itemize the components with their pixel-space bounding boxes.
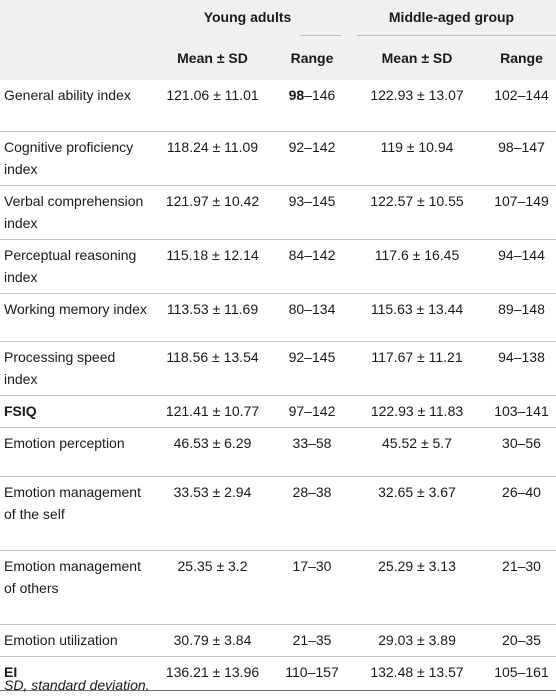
table-row: FSIQ 121.41 ± 10.77 97–142 122.93 ± 11.8… bbox=[0, 394, 556, 427]
mean-middle: 25.29 ± 3.13 bbox=[347, 549, 487, 624]
range-young: 28–38 bbox=[277, 475, 347, 550]
mean-middle: 117.67 ± 11.21 bbox=[347, 340, 487, 395]
table-row: Processing speed index 118.56 ± 13.54 92… bbox=[0, 340, 556, 395]
range-middle: 103–141 bbox=[487, 394, 556, 427]
range-middle: 20–35 bbox=[487, 623, 556, 656]
range-middle: 30–56 bbox=[487, 426, 556, 476]
table-row: Emotion utilization 30.79 ± 3.84 21–35 2… bbox=[0, 623, 556, 656]
col-header-range-young: Range bbox=[290, 50, 334, 66]
header-blank-2 bbox=[0, 36, 148, 80]
row-label: Emotion utilization bbox=[0, 623, 148, 656]
group-header-row: Young adults Middle-aged group bbox=[0, 0, 556, 36]
range-middle: 107–149 bbox=[487, 184, 556, 239]
col-header-range-middle: Range bbox=[500, 50, 543, 66]
range-young: 33–58 bbox=[277, 426, 347, 476]
table-footnote: SD, standard deviation. bbox=[4, 677, 150, 693]
table-row: Emotion management of the self 33.53 ± 2… bbox=[0, 475, 556, 550]
mean-young: 118.56 ± 13.54 bbox=[148, 340, 277, 395]
mean-middle: 122.93 ± 13.07 bbox=[370, 87, 464, 103]
group-header-young: Young adults bbox=[148, 0, 347, 36]
mean-young: 115.18 ± 12.14 bbox=[148, 238, 277, 293]
table-row: Emotion management of others 25.35 ± 3.2… bbox=[0, 549, 556, 624]
table-row: EI 136.21 ± 13.96 110–157 132.48 ± 13.57… bbox=[0, 655, 556, 691]
mean-middle: 117.6 ± 16.45 bbox=[347, 238, 487, 293]
row-label: Perceptual reasoning index bbox=[0, 238, 148, 293]
range-young: 93–145 bbox=[277, 184, 347, 239]
mean-middle: 119 ± 10.94 bbox=[347, 130, 487, 185]
range-middle: 105–161 bbox=[487, 655, 556, 691]
table-row: Working memory index 113.53 ± 11.69 80–1… bbox=[0, 292, 556, 341]
row-label: Verbal comprehension index bbox=[0, 184, 148, 239]
range-young: 92–142 bbox=[277, 130, 347, 185]
mean-middle: 29.03 ± 3.89 bbox=[347, 623, 487, 656]
mean-young: 121.41 ± 10.77 bbox=[148, 394, 277, 427]
range-middle: 98–147 bbox=[487, 130, 556, 185]
range-young: 84–142 bbox=[277, 238, 347, 293]
mean-young: 113.53 ± 11.69 bbox=[148, 292, 277, 341]
mean-young: 121.06 ± 11.01 bbox=[166, 87, 259, 103]
mean-middle: 45.52 ± 5.7 bbox=[347, 426, 487, 476]
col-header-mean-young: Mean ± SD bbox=[177, 50, 248, 66]
table-row: General ability index 121.06 ± 11.01 98–… bbox=[0, 80, 556, 131]
range-young: 80–134 bbox=[277, 292, 347, 341]
range-young: 92–145 bbox=[277, 340, 347, 395]
range-young: 110–157 bbox=[277, 655, 347, 691]
sub-header-row: Mean ± SD Range Mean ± SD Range bbox=[0, 36, 556, 80]
row-label: Emotion management of others bbox=[0, 549, 148, 624]
range-young-rest: –146 bbox=[304, 87, 336, 103]
range-middle: 89–148 bbox=[487, 292, 556, 341]
row-label: FSIQ bbox=[0, 394, 148, 427]
mean-young: 46.53 ± 6.29 bbox=[148, 426, 277, 476]
range-young-bold: 98 bbox=[288, 87, 305, 103]
header-blank bbox=[0, 0, 148, 36]
mean-young: 33.53 ± 2.94 bbox=[148, 475, 277, 550]
mean-middle: 122.57 ± 10.55 bbox=[347, 184, 487, 239]
range-young: 21–35 bbox=[277, 623, 347, 656]
mean-young: 118.24 ± 11.09 bbox=[148, 130, 277, 185]
row-label: Cognitive proficiency index bbox=[0, 130, 148, 185]
mean-middle: 115.63 ± 13.44 bbox=[347, 292, 487, 341]
range-young: 97–142 bbox=[277, 394, 347, 427]
row-label: Emotion management of the self bbox=[0, 475, 148, 550]
range-middle: 21–30 bbox=[487, 549, 556, 624]
range-middle: 94–144 bbox=[487, 238, 556, 293]
col-header-mean-middle: Mean ± SD bbox=[381, 50, 453, 66]
range-young: 17–30 bbox=[277, 549, 347, 624]
mean-young: 30.79 ± 3.84 bbox=[148, 623, 277, 656]
mean-middle: 132.48 ± 13.57 bbox=[347, 655, 487, 691]
table-row: Perceptual reasoning index 115.18 ± 12.1… bbox=[0, 238, 556, 293]
mean-young: 25.35 ± 3.2 bbox=[148, 549, 277, 624]
mean-middle: 32.65 ± 3.67 bbox=[347, 475, 487, 550]
table-row: Verbal comprehension index 121.97 ± 10.4… bbox=[0, 184, 556, 239]
range-young: 98–146 bbox=[277, 80, 347, 131]
table-row: Cognitive proficiency index 118.24 ± 11.… bbox=[0, 130, 556, 185]
table-row: Emotion perception 46.53 ± 6.29 33–58 45… bbox=[0, 426, 556, 476]
row-label: Working memory index bbox=[0, 292, 148, 341]
range-middle: 94–138 bbox=[487, 340, 556, 395]
row-label: Processing speed index bbox=[0, 340, 148, 395]
mean-young: 136.21 ± 13.96 bbox=[148, 655, 277, 691]
group-header-middle: Middle-aged group bbox=[347, 0, 556, 36]
range-middle: 26–40 bbox=[487, 475, 556, 550]
row-label: Emotion perception bbox=[0, 426, 148, 476]
row-label: EI bbox=[0, 655, 148, 691]
range-middle: 102–144 bbox=[494, 87, 549, 103]
mean-middle: 122.93 ± 11.83 bbox=[347, 394, 487, 427]
row-label: General ability index bbox=[4, 87, 131, 103]
mean-young: 121.97 ± 10.42 bbox=[148, 184, 277, 239]
